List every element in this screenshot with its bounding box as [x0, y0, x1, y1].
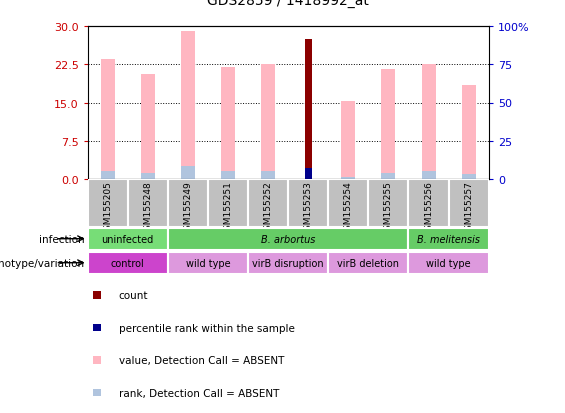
Bar [128, 180, 168, 227]
Text: control: control [111, 258, 145, 268]
Bar [261, 65, 275, 180]
Bar [141, 173, 155, 180]
Text: GSM155256: GSM155256 [424, 181, 433, 236]
Bar [168, 228, 408, 250]
Text: wild type: wild type [186, 258, 230, 268]
Bar [208, 180, 248, 227]
Bar [341, 177, 355, 180]
Bar [101, 60, 115, 180]
Bar [248, 252, 328, 274]
Text: GSM155249: GSM155249 [184, 181, 192, 236]
Text: GSM155254: GSM155254 [344, 181, 353, 236]
Bar [368, 180, 408, 227]
Text: GSM155253: GSM155253 [304, 181, 312, 236]
Bar [221, 68, 235, 180]
Bar [88, 228, 168, 250]
Text: GDS2859 / 1418992_at: GDS2859 / 1418992_at [207, 0, 369, 8]
Bar [381, 173, 395, 180]
Bar [449, 180, 489, 227]
Bar [421, 65, 436, 180]
Bar [408, 180, 449, 227]
Text: virB disruption: virB disruption [253, 258, 324, 268]
Text: B. arbortus: B. arbortus [261, 234, 315, 244]
Bar [305, 169, 312, 180]
Text: GSM155255: GSM155255 [384, 181, 393, 236]
Text: wild type: wild type [427, 258, 471, 268]
Text: genotype/variation: genotype/variation [0, 258, 85, 268]
Text: percentile rank within the sample: percentile rank within the sample [119, 323, 294, 333]
Text: count: count [119, 290, 148, 300]
Text: GSM155251: GSM155251 [224, 181, 232, 236]
Bar [181, 167, 195, 180]
Bar [181, 32, 195, 180]
Bar [168, 180, 208, 227]
Bar [305, 40, 312, 180]
Text: virB deletion: virB deletion [337, 258, 399, 268]
Text: GSM155252: GSM155252 [264, 181, 272, 236]
Text: GSM155205: GSM155205 [103, 181, 112, 236]
Bar [408, 252, 489, 274]
Text: value, Detection Call = ABSENT: value, Detection Call = ABSENT [119, 355, 284, 365]
Bar [261, 172, 275, 180]
Bar [381, 70, 395, 180]
Text: infection: infection [39, 234, 85, 244]
Bar [168, 252, 248, 274]
Bar [88, 252, 168, 274]
Text: GSM155248: GSM155248 [144, 181, 152, 236]
Text: GSM155257: GSM155257 [464, 181, 473, 236]
Bar [328, 180, 368, 227]
Bar [141, 75, 155, 180]
Bar [408, 228, 489, 250]
Text: B. melitensis: B. melitensis [417, 234, 480, 244]
Text: rank, Detection Call = ABSENT: rank, Detection Call = ABSENT [119, 388, 279, 398]
Bar [248, 180, 288, 227]
Bar [221, 172, 235, 180]
Bar [88, 180, 128, 227]
Bar [462, 85, 476, 180]
Bar [328, 252, 408, 274]
Bar [462, 175, 476, 180]
Bar [341, 102, 355, 180]
Text: uninfected: uninfected [102, 234, 154, 244]
Bar [288, 180, 328, 227]
Bar [101, 172, 115, 180]
Bar [421, 172, 436, 180]
